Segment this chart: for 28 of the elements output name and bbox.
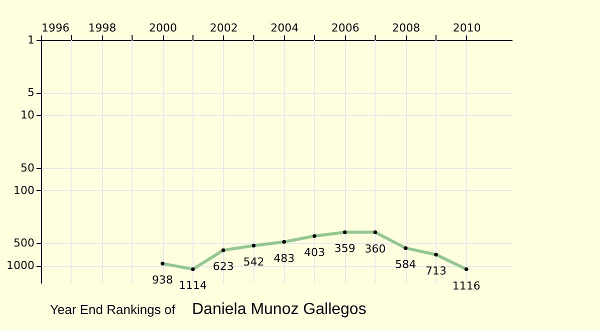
- data-label: 542: [243, 256, 264, 269]
- data-label: 403: [304, 246, 325, 259]
- x-tick-label: 2000: [149, 22, 178, 34]
- y-tick-label: 50: [20, 161, 34, 174]
- data-label: 713: [426, 264, 447, 278]
- data-label: 584: [395, 258, 416, 272]
- data-label: 938: [152, 274, 174, 287]
- data-label: 483: [274, 252, 295, 265]
- text: Daniela Munoz Gallegos: [192, 301, 366, 318]
- data-label: 1114: [178, 279, 207, 292]
- x-tick-label: 2006: [331, 22, 360, 34]
- y-tick-label: 1000: [6, 259, 34, 272]
- x-tick-label: 1998: [88, 22, 116, 34]
- y-tick-label: 5: [28, 86, 34, 100]
- x-tick-label: 2010: [452, 22, 481, 34]
- x-tick-label: 2008: [392, 22, 420, 34]
- y-tick-label: 100: [14, 184, 34, 197]
- data-label: 359: [334, 242, 356, 256]
- data-label: 360: [364, 242, 386, 256]
- data-label: 1116: [452, 279, 480, 292]
- x-tick-label: 2002: [210, 22, 238, 34]
- x-tick-label: 2004: [270, 22, 299, 34]
- x-tick-label: 1996: [42, 22, 70, 34]
- text: Year End Rankings of: [50, 302, 176, 317]
- y-tick-label: 500: [14, 236, 34, 250]
- y-tick-label: 10: [20, 108, 34, 122]
- y-tick-label: 1: [28, 34, 34, 46]
- data-label: 623: [212, 260, 234, 274]
